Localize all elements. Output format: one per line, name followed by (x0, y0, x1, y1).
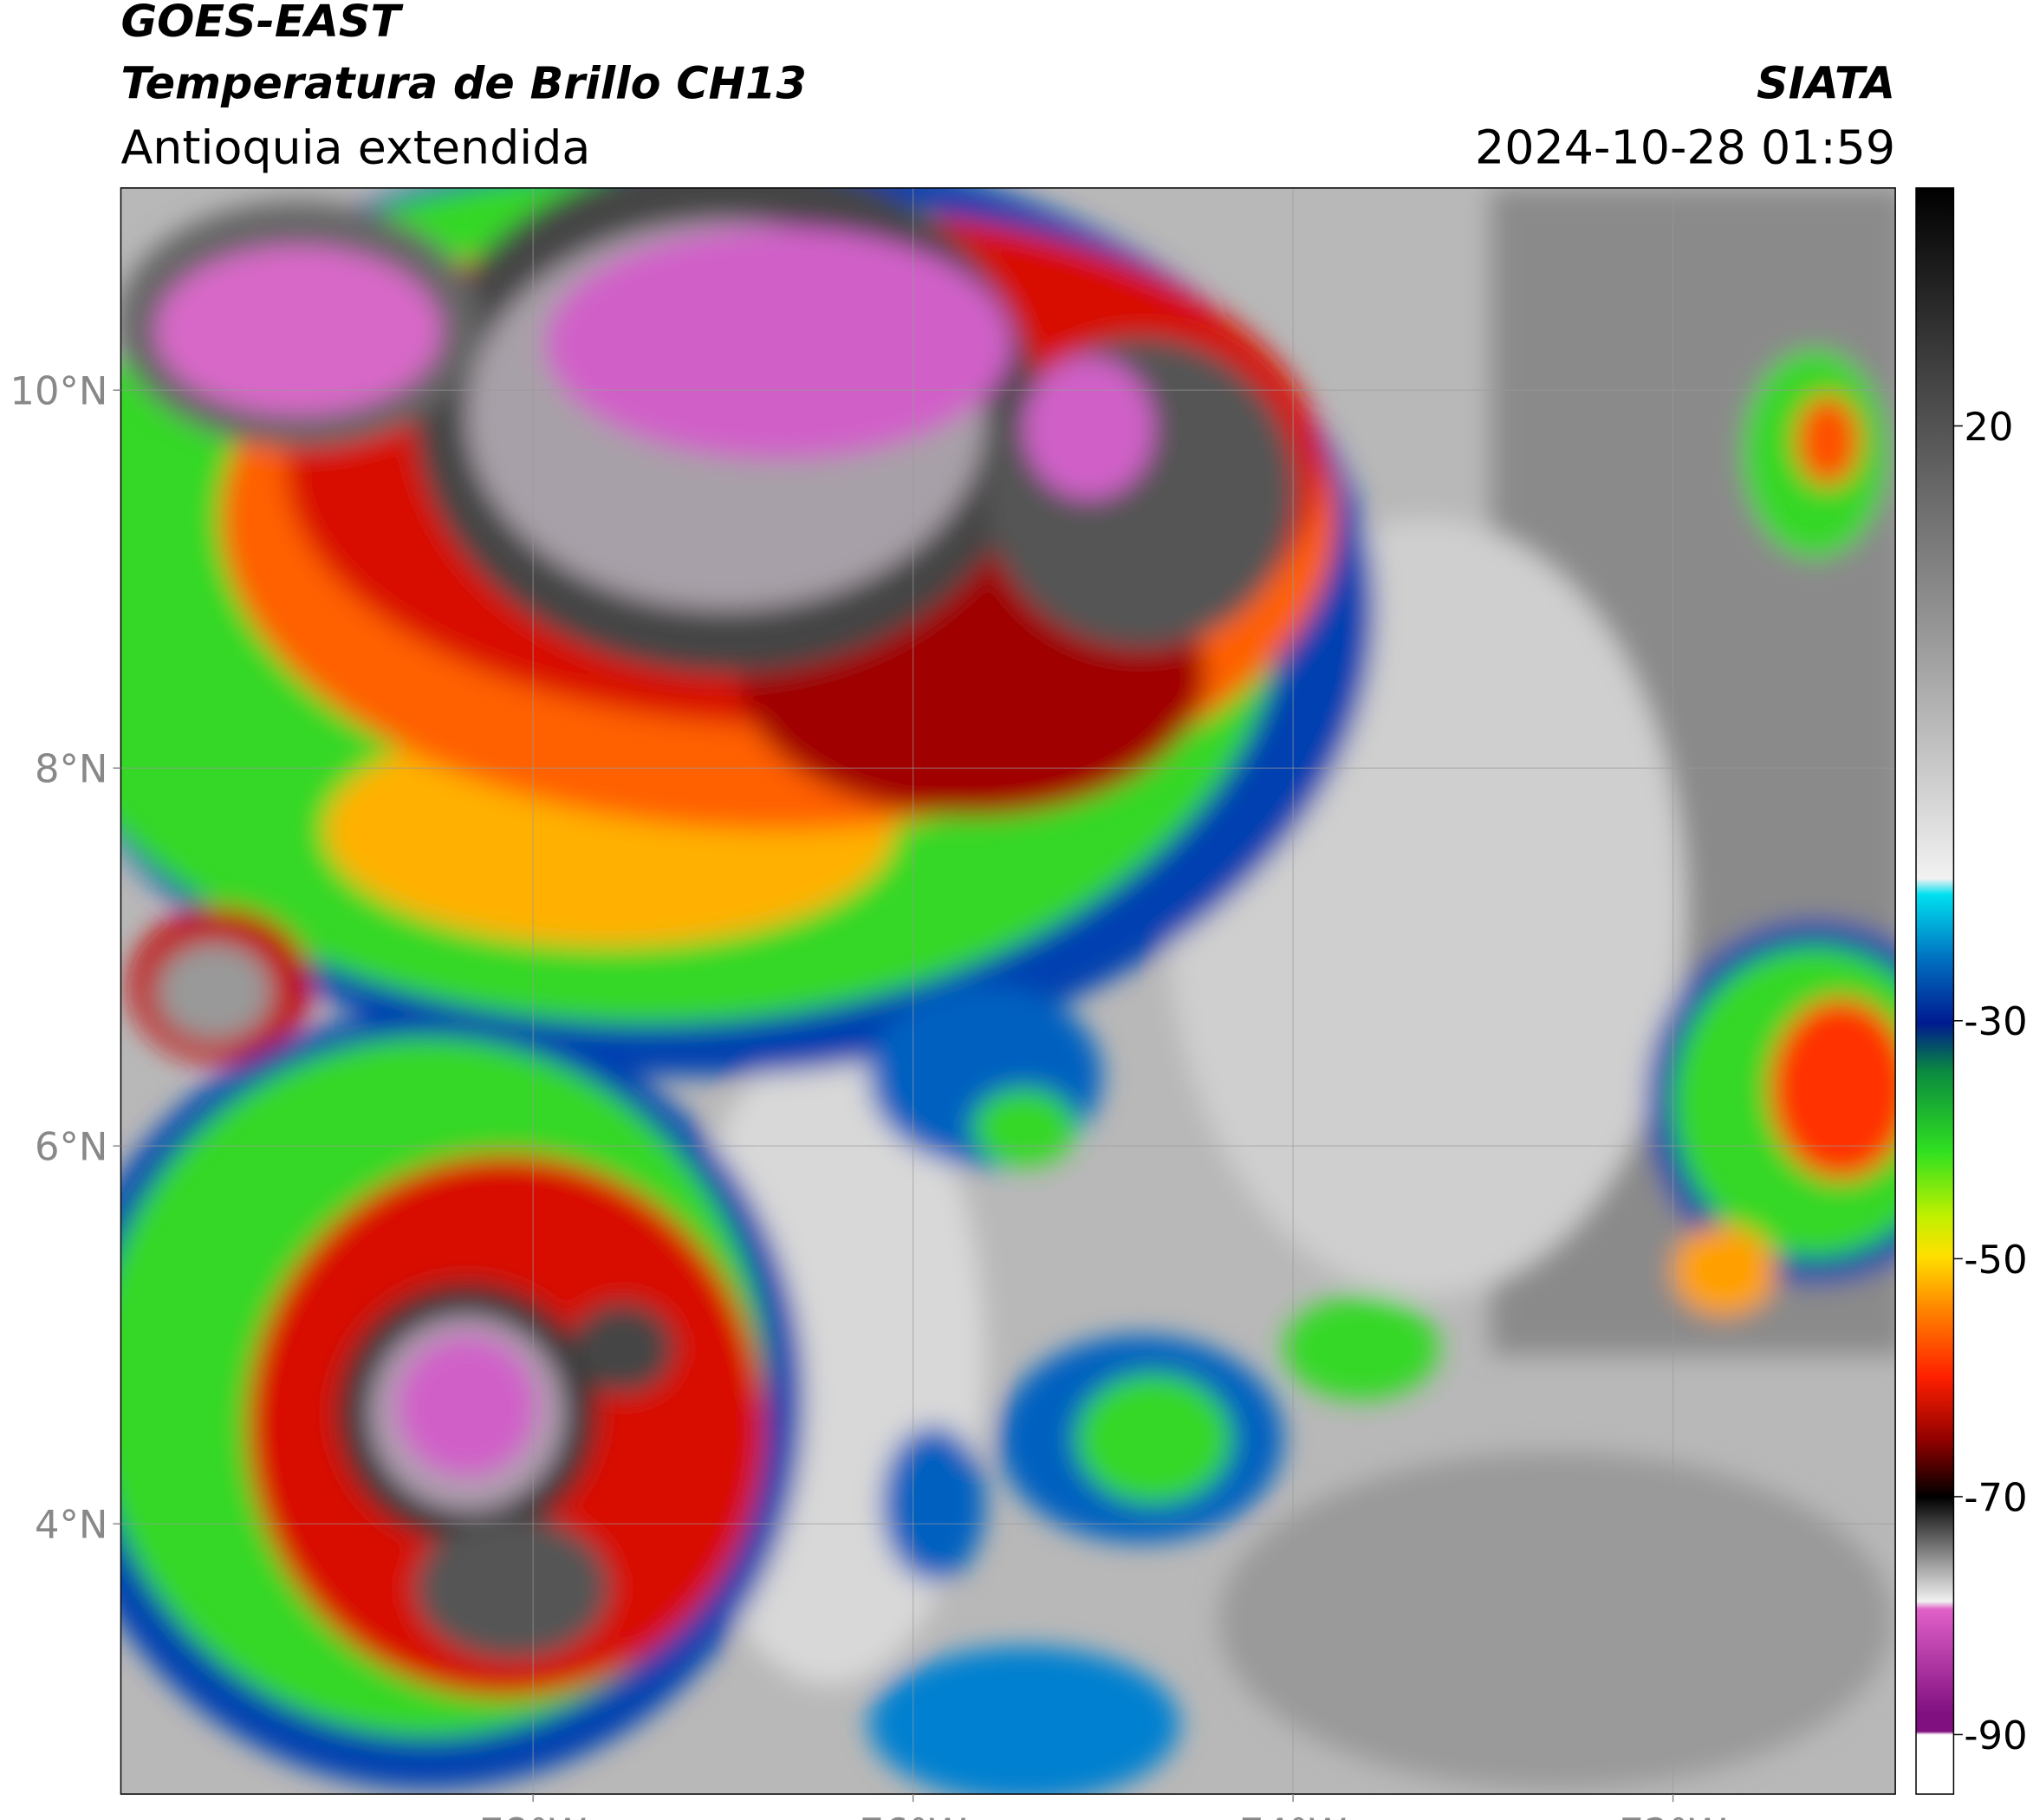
colorbar-label: -70 (1964, 1474, 2027, 1520)
title: GOES-EAST (120, 0, 404, 47)
timestamp: 2024-10-28 01:59 (1475, 120, 1895, 174)
colorbar (1915, 187, 1955, 1795)
colorbar-label: -90 (1964, 1713, 2027, 1758)
x-tick-label: 74°W (1239, 1810, 1347, 1820)
map-frame (120, 187, 1896, 1795)
x-tick-label: 78°W (479, 1810, 587, 1820)
y-tick-label: 10°N (10, 368, 107, 414)
colorbar-label: -50 (1964, 1237, 2027, 1283)
colorbar-label: -30 (1964, 998, 2027, 1044)
source: SIATA (1757, 58, 1895, 109)
x-tick-label: 72°W (1620, 1810, 1727, 1820)
region: Antioquia extendida (120, 120, 590, 174)
x-tick-label: 76°W (860, 1810, 967, 1820)
colorbar-label: 20 (1964, 404, 2013, 450)
imagery (120, 187, 1896, 1795)
y-tick-label: 8°N (35, 746, 108, 792)
y-tick-label: 6°N (35, 1124, 108, 1170)
y-tick-label: 4°N (35, 1502, 108, 1548)
grid (120, 187, 1896, 1795)
subtitle: Temperatura de Brillo CH13 (120, 58, 806, 109)
